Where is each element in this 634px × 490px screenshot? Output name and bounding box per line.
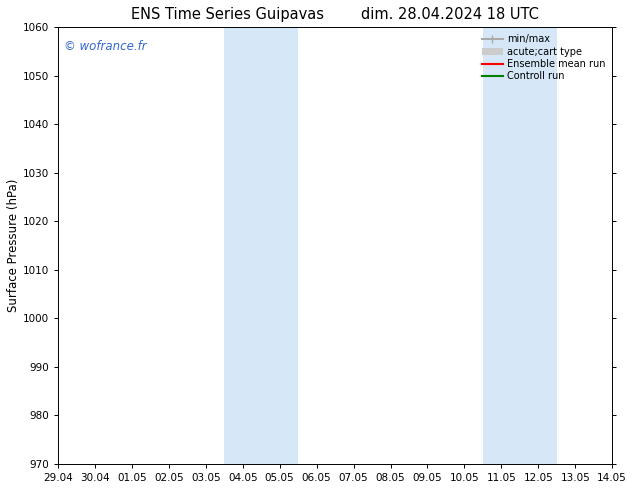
Title: ENS Time Series Guipavas        dim. 28.04.2024 18 UTC: ENS Time Series Guipavas dim. 28.04.2024… bbox=[131, 7, 539, 22]
Y-axis label: Surface Pressure (hPa): Surface Pressure (hPa) bbox=[7, 179, 20, 312]
Bar bbox=[483, 27, 557, 464]
Bar bbox=[224, 27, 298, 464]
Legend: min/max, acute;cart type, Ensemble mean run, Controll run: min/max, acute;cart type, Ensemble mean … bbox=[477, 30, 609, 85]
Text: © wofrance.fr: © wofrance.fr bbox=[63, 40, 146, 53]
